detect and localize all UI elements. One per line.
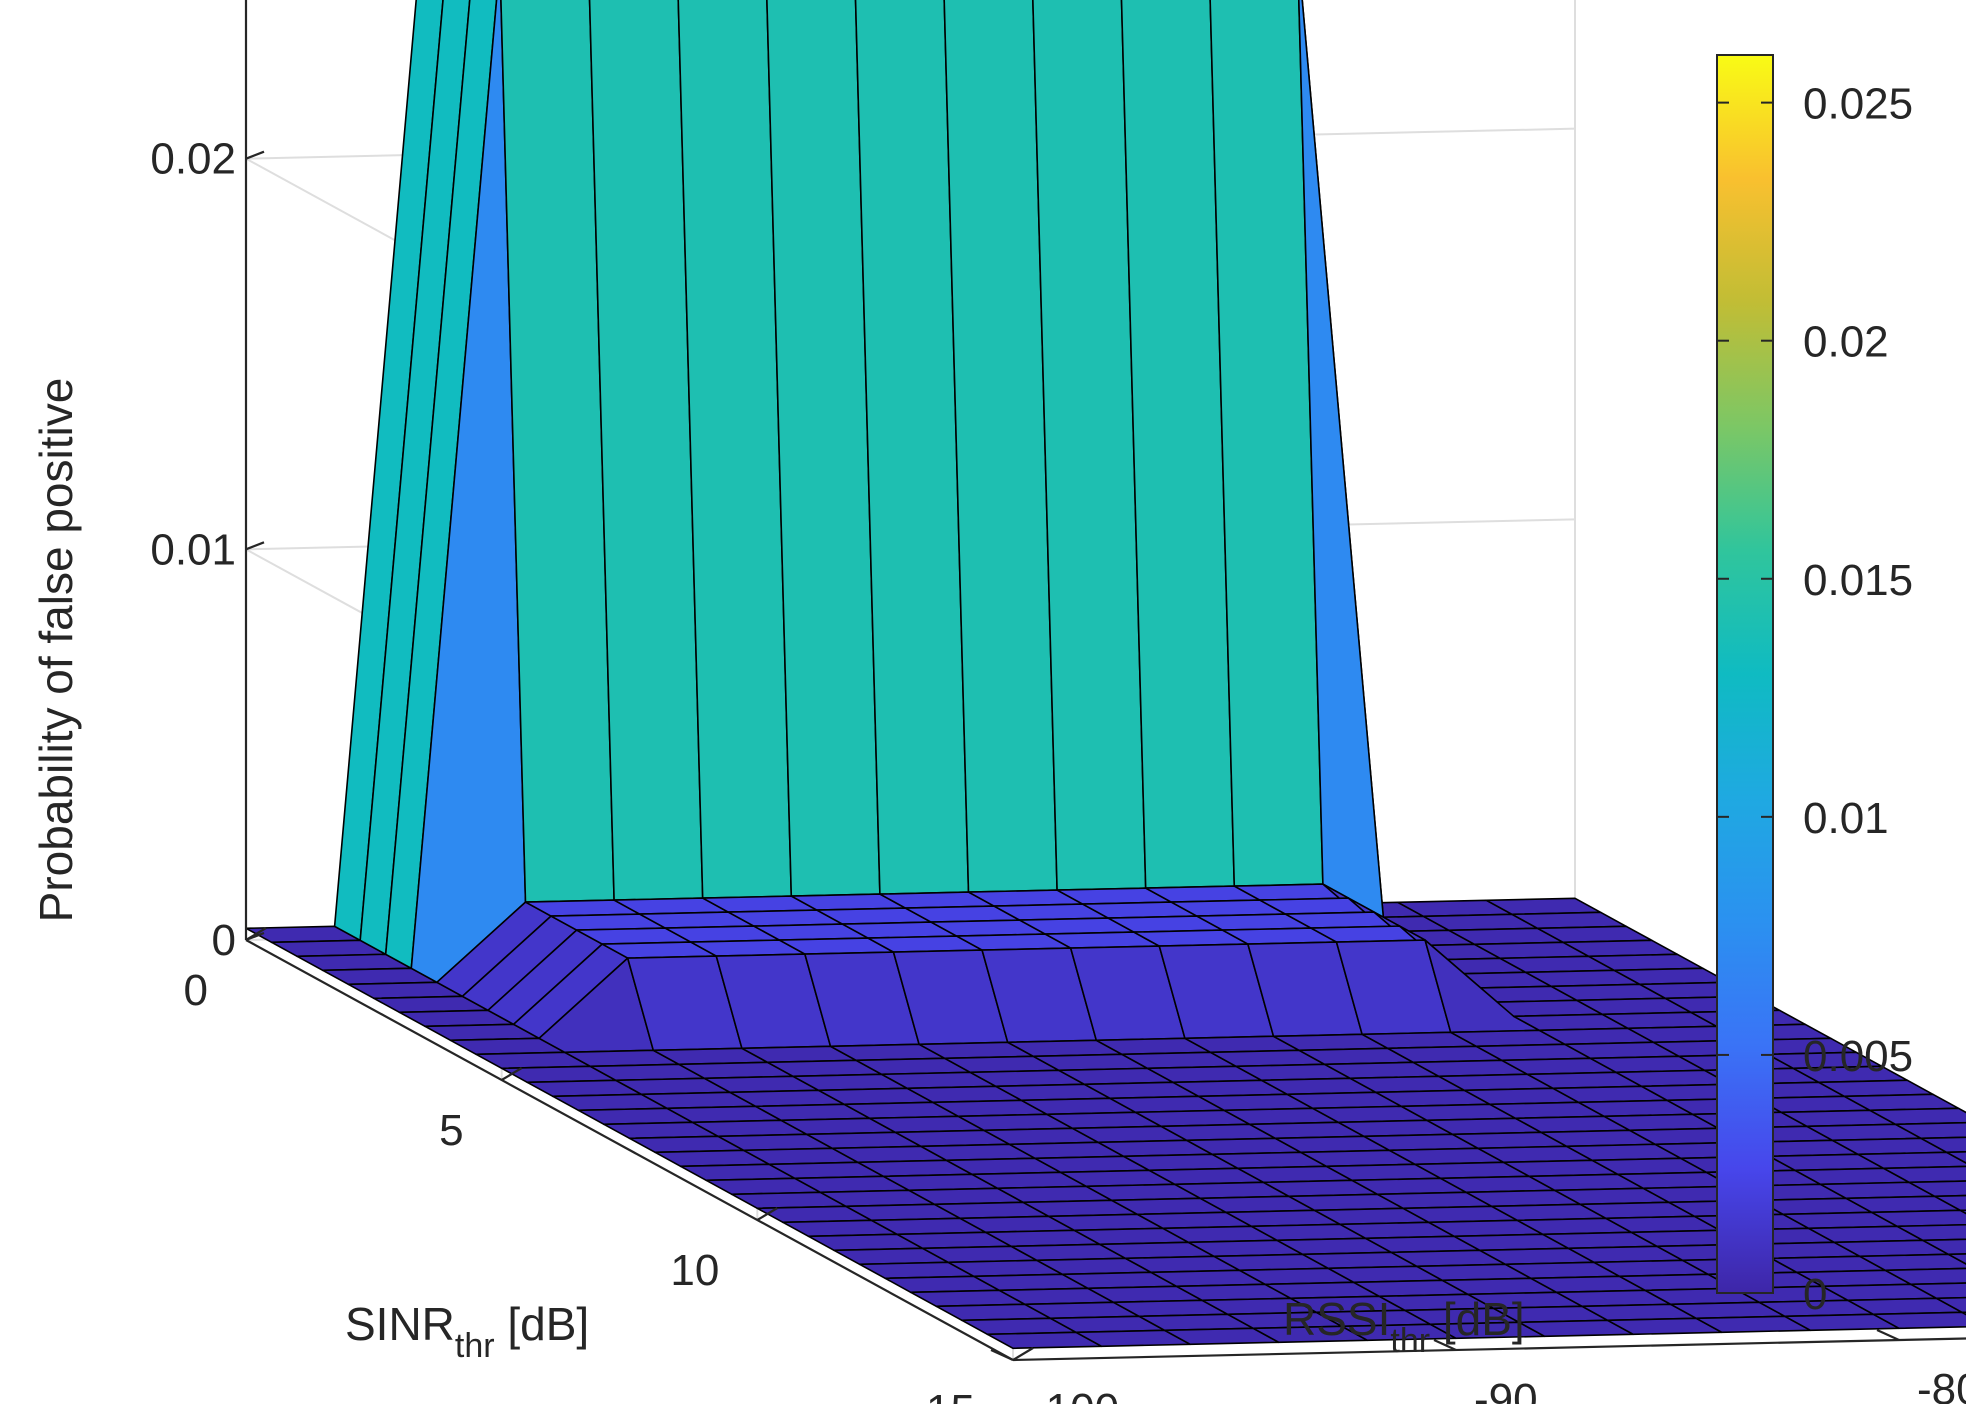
y-tick-label: -80 xyxy=(1917,1365,1966,1404)
y-tick xyxy=(1877,1330,1899,1340)
y-tick-label: -90 xyxy=(1474,1375,1538,1404)
y-tick xyxy=(991,1350,1013,1360)
x-tick-label: 5 xyxy=(439,1106,463,1155)
x-tick-label: 0 xyxy=(184,966,208,1015)
colorbar-tick-label: 0.025 xyxy=(1803,80,1913,129)
z-tick-label: 0.01 xyxy=(150,525,236,574)
colorbar-tick-label: 0.01 xyxy=(1803,794,1889,843)
x-tick-label: 15 xyxy=(926,1386,975,1404)
x-tick xyxy=(1013,1348,1033,1360)
z-axis-label: Probability of false positive xyxy=(30,378,82,923)
z-tick-label: 0.02 xyxy=(150,135,236,184)
z-tick-label: 0 xyxy=(212,916,236,965)
colorbar-tick-label: 0.015 xyxy=(1803,556,1913,605)
colorbar xyxy=(1717,55,1773,1293)
colorbar-tick-label: 0.02 xyxy=(1803,318,1889,367)
x-tick-label: 10 xyxy=(670,1246,719,1295)
x-axis-label: SINRthr [dB] xyxy=(345,1298,589,1365)
y-tick-label: -100 xyxy=(1031,1385,1119,1404)
colorbar-tick-label: 0 xyxy=(1803,1270,1827,1319)
colorbar-tick-label: 0.005 xyxy=(1803,1032,1913,1081)
